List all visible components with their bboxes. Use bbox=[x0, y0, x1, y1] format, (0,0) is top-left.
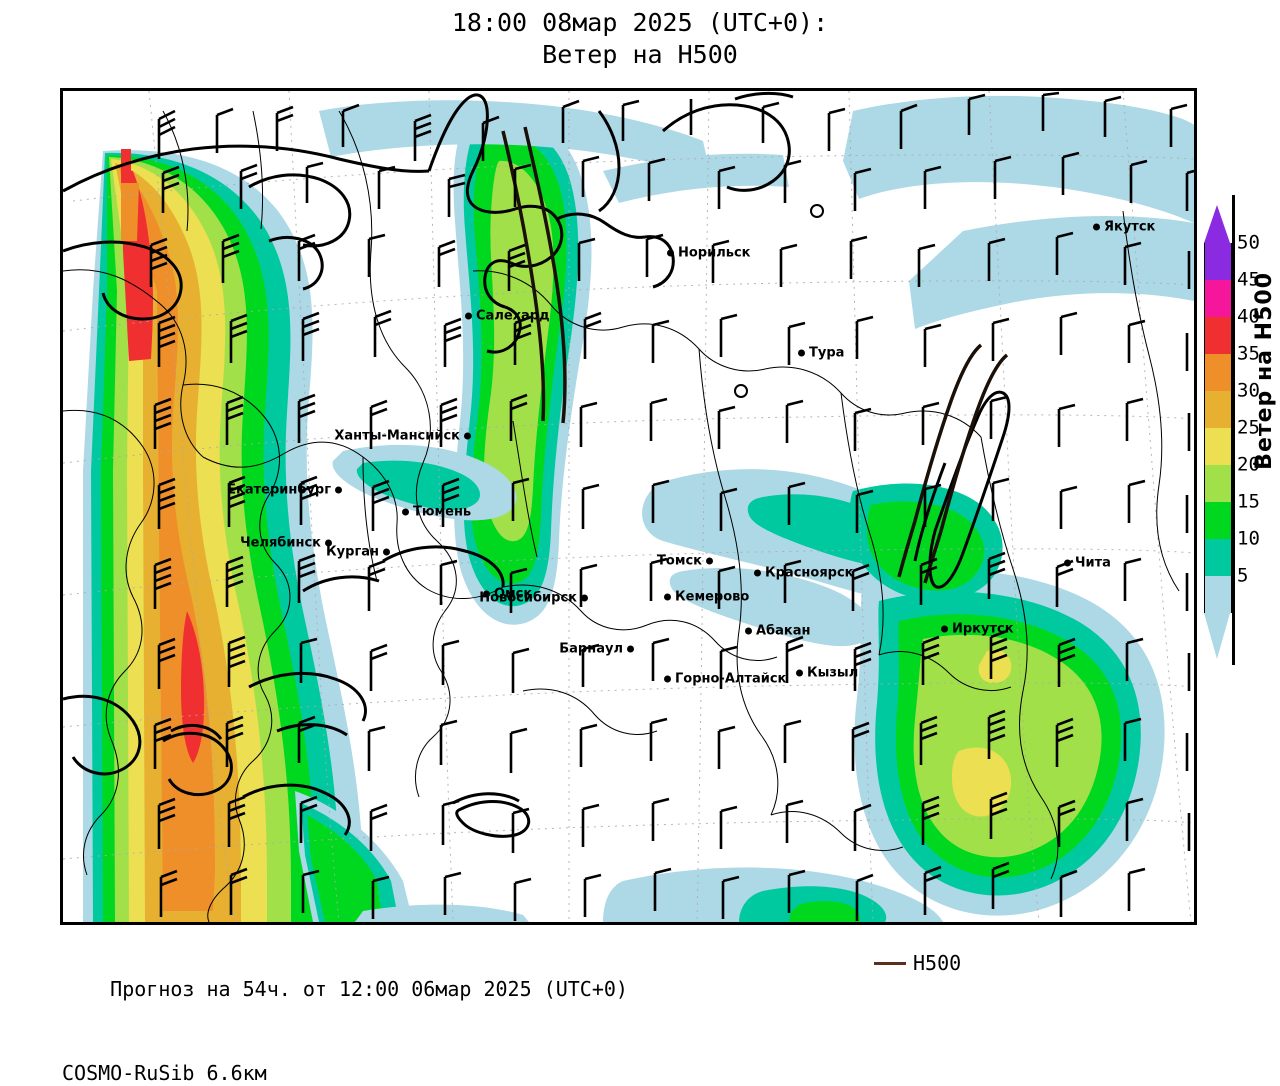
colorbar-band-35-40 bbox=[1205, 354, 1231, 391]
colorbar-band-45-50 bbox=[1205, 280, 1231, 317]
colorbar-axis-line bbox=[1232, 195, 1235, 665]
colorbar-tick-50: 50 bbox=[1237, 231, 1260, 254]
colorbar-tick-25: 25 bbox=[1237, 416, 1260, 439]
contour-fill-west-edge bbox=[121, 149, 139, 241]
colorbar-tick-40: 40 bbox=[1237, 305, 1260, 328]
weather-map[interactable]: Якутск Норильск Салехард Тура Ханты-Мансийск… bbox=[60, 88, 1197, 925]
model-name: COSMO-RuSib 6.6км bbox=[62, 1061, 267, 1085]
wind-barbs bbox=[149, 91, 1194, 921]
colorbar-band-30-35 bbox=[1205, 391, 1231, 428]
colorbar-tick-30: 30 bbox=[1237, 379, 1260, 402]
colorbar-bands bbox=[1204, 243, 1232, 613]
colorbar-band--50 bbox=[1205, 243, 1231, 280]
h500-line-swatch bbox=[874, 961, 906, 965]
colorbar-arrow-bottom bbox=[1204, 613, 1230, 659]
colorbar-tick-45: 45 bbox=[1237, 268, 1260, 291]
colorbar-band-40-45 bbox=[1205, 317, 1231, 354]
coastlines bbox=[63, 91, 1011, 838]
footer: Прогноз на 54ч. от 12:00 06мар 2025 (UTC… bbox=[62, 950, 1242, 1086]
graticule bbox=[63, 91, 1194, 922]
colorbar-tick-35: 35 bbox=[1237, 342, 1260, 365]
colorbar-tick-10: 10 bbox=[1237, 527, 1260, 550]
forecast-info: Прогноз на 54ч. от 12:00 06мар 2025 (UTC… bbox=[62, 950, 1242, 1054]
station-markers bbox=[734, 204, 824, 398]
colorbar bbox=[1204, 205, 1232, 659]
page-title: 18:00 08мар 2025 (UTC+0): Ветер на H500 bbox=[0, 8, 1280, 70]
h500-contour bbox=[501, 126, 1009, 584]
h500-legend-label: H500 bbox=[913, 951, 962, 975]
colorbar-band-5-10 bbox=[1205, 576, 1231, 613]
map-canvas bbox=[63, 91, 1194, 922]
forecast-text: Прогноз на 54ч. от 12:00 06мар 2025 (UTC… bbox=[110, 977, 628, 1001]
title-datetime: 18:00 08мар 2025 (UTC+0): bbox=[451, 8, 829, 37]
colorbar-tick-20: 20 bbox=[1237, 453, 1260, 476]
title-variable: Ветер на H500 bbox=[542, 40, 738, 69]
h500-legend: H500 bbox=[874, 950, 961, 976]
colorbar-band-10-15 bbox=[1205, 539, 1231, 576]
colorbar-band-25-30 bbox=[1205, 428, 1231, 465]
colorbar-tick-15: 15 bbox=[1237, 490, 1260, 513]
colorbar-tick-5: 5 bbox=[1237, 564, 1249, 587]
colorbar-title: Ветер на H500 bbox=[1252, 272, 1277, 470]
colorbar-band-15-20 bbox=[1205, 502, 1231, 539]
contour-fill-west-tail bbox=[295, 791, 413, 922]
colorbar-arrow-top bbox=[1204, 205, 1230, 243]
colorbar-band-20-25 bbox=[1205, 465, 1231, 502]
